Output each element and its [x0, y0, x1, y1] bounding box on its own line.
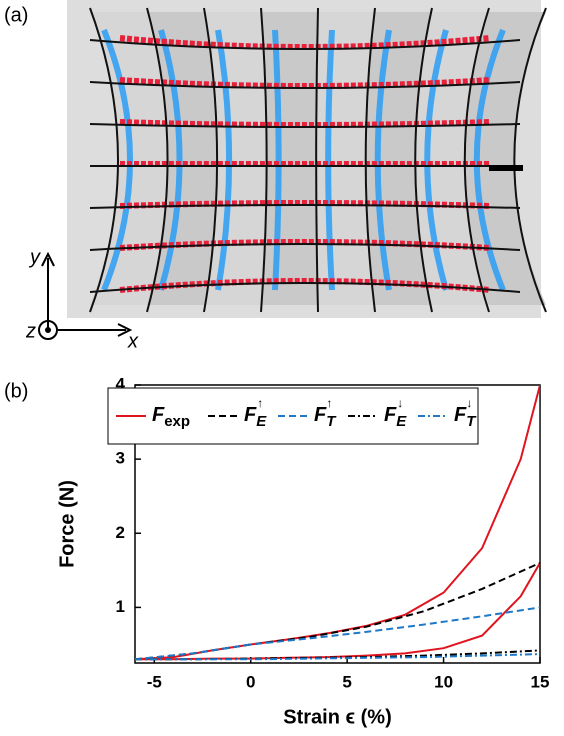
mesh-row	[89, 123, 521, 128]
x-tick-label: 10	[434, 672, 453, 691]
legend-name: F	[454, 404, 467, 426]
mesh-column	[203, 7, 219, 313]
blue-strip	[325, 29, 335, 291]
mesh-row	[89, 243, 521, 251]
legend-subscript: T	[326, 413, 337, 430]
z-axis-letter: z	[25, 320, 36, 342]
legend-entry: FE ↑	[244, 396, 267, 430]
mesh-row	[89, 81, 521, 89]
mesh	[89, 7, 547, 313]
fabric-cell	[261, 12, 318, 305]
mesh-row	[89, 39, 521, 50]
red-strip	[119, 239, 491, 251]
series-line	[135, 606, 540, 661]
red-strip	[119, 77, 491, 89]
blue-strip	[473, 28, 506, 292]
legend-name: F	[314, 404, 327, 426]
y-arrowhead	[41, 251, 55, 267]
mesh-column	[89, 7, 119, 313]
x-tick-label: 15	[531, 672, 550, 691]
blue-strip	[215, 29, 233, 291]
legend-superscript: ↓	[466, 396, 472, 410]
panel-label: (b)	[4, 380, 28, 402]
mesh-column	[463, 7, 490, 313]
y-tick-label: 3	[116, 449, 125, 468]
z-dot	[45, 327, 51, 333]
x-tick-label: 5	[342, 672, 351, 691]
x-axis-label: Strain ϵ (%)	[283, 706, 391, 728]
legend-name: F	[384, 404, 397, 426]
legend-subscript: E	[396, 413, 407, 430]
legend-name: F	[152, 404, 165, 426]
x-arrowhead	[117, 323, 133, 337]
mesh-row	[89, 282, 521, 293]
legend-entry: Fexp	[152, 404, 190, 430]
red-strip	[119, 200, 491, 209]
legend-superscript: ↓	[397, 396, 403, 410]
red-strip	[119, 119, 491, 128]
legend-superscript: ↑	[326, 396, 332, 410]
y-tick-label: 1	[116, 597, 125, 616]
legend-superscript: ↑	[257, 396, 263, 410]
x-tick-label: 0	[246, 672, 255, 691]
legend-name: F	[244, 404, 257, 426]
legend-entry: FE ↓	[384, 396, 407, 430]
mesh-column	[414, 7, 433, 313]
scale-bar	[489, 165, 523, 171]
legend-subscript: exp	[164, 413, 190, 430]
y-axis-letter: y	[28, 246, 41, 268]
x-axis-letter: x	[127, 330, 139, 352]
y-axis-label: Force (N)	[56, 480, 78, 568]
legend-entry: FT ↑	[314, 396, 337, 430]
legend-subscript: E	[256, 413, 267, 430]
mesh-column	[146, 7, 169, 313]
mesh-column	[260, 7, 268, 313]
y-tick-label: 2	[116, 523, 125, 542]
blue-strip	[374, 29, 392, 291]
blue-strip	[101, 28, 133, 292]
legend-entry: FT ↓	[454, 396, 477, 430]
z-circle	[38, 320, 58, 340]
axis-triad	[38, 251, 133, 340]
mesh-row	[89, 204, 521, 209]
y-tick-label: 4	[116, 374, 126, 393]
panel-label: (a)	[4, 4, 28, 26]
mesh-column	[513, 7, 547, 313]
red-strip	[119, 35, 491, 50]
blue-strip	[424, 29, 449, 291]
mesh-column	[364, 7, 376, 313]
legend-subscript: T	[466, 413, 477, 430]
blue-strip	[272, 29, 282, 291]
x-tick-label: -5	[147, 672, 162, 691]
blue-strip	[158, 29, 183, 291]
mesh-column	[315, 7, 319, 313]
